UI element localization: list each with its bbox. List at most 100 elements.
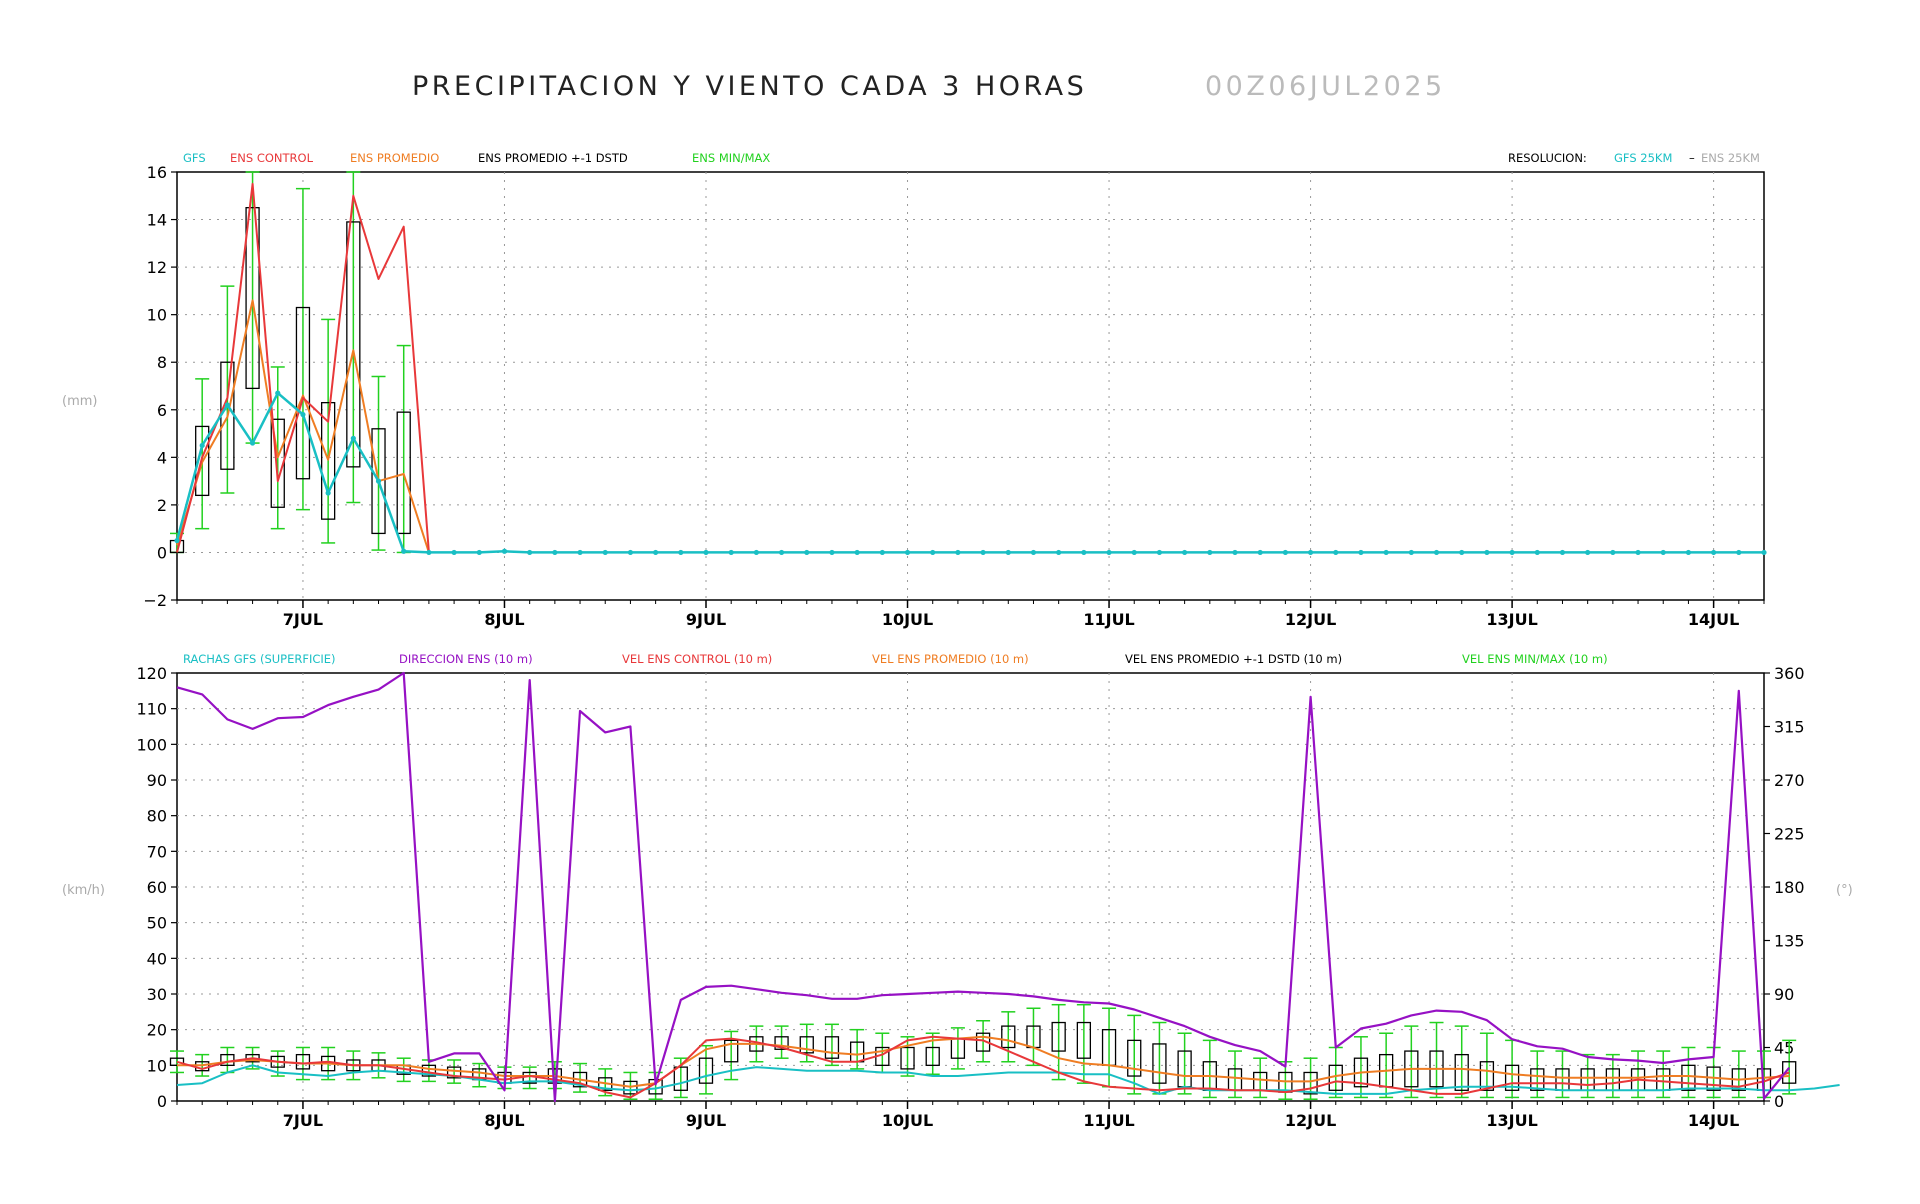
gfs-line-point bbox=[300, 411, 306, 418]
gfs-line-point bbox=[1030, 549, 1037, 556]
wind-std-box bbox=[1127, 1039, 1142, 1077]
precip-ytick-label: −2 bbox=[143, 591, 167, 610]
gfs-line-point bbox=[552, 549, 558, 556]
precip-box-6 bbox=[320, 318, 336, 544]
legend-ens-promedio: ENS PROMEDIO bbox=[350, 151, 439, 165]
direction-ytick-label: 90 bbox=[1774, 985, 1794, 1004]
wind-std-box bbox=[446, 1066, 462, 1079]
wind-xtick-label: 12JUL bbox=[1285, 1111, 1336, 1130]
precip-ytick-label: 16 bbox=[147, 163, 167, 182]
wind-std-box bbox=[774, 1036, 789, 1050]
gfs-line-point bbox=[1232, 549, 1238, 556]
legend-resolution-sep: – bbox=[1689, 151, 1695, 165]
wind-box-34 bbox=[1026, 1007, 1041, 1067]
gfs-line-point bbox=[1156, 549, 1163, 556]
wind-ytick-label: 10 bbox=[147, 1056, 167, 1075]
wind-ytick-label: 50 bbox=[147, 914, 167, 933]
gfs-line-point bbox=[275, 390, 281, 396]
gfs-line-point bbox=[955, 549, 961, 556]
gfs-line-point bbox=[879, 549, 885, 556]
wind-ytick-label: 60 bbox=[147, 878, 167, 897]
wind-y-axis-label: (km/h) bbox=[62, 883, 105, 898]
gfs-line-point bbox=[829, 549, 835, 556]
precip-ytick-label: 10 bbox=[147, 306, 167, 325]
gfs-line-point bbox=[1333, 549, 1339, 556]
wind-ytick-label: 40 bbox=[147, 949, 167, 968]
wind-box-0 bbox=[169, 1050, 185, 1074]
precip-ytick-label: 0 bbox=[157, 543, 167, 562]
gfs-line-point bbox=[1106, 549, 1112, 556]
wind-box-39 bbox=[1152, 1021, 1167, 1095]
precip-std-box bbox=[295, 306, 311, 480]
gfs-line-point bbox=[451, 549, 457, 556]
wind-std-box bbox=[698, 1057, 714, 1084]
wind-box-10 bbox=[421, 1059, 437, 1083]
wind-std-box bbox=[295, 1053, 311, 1070]
wind-box-33 bbox=[1001, 1011, 1016, 1063]
wind-xtick-label: 13JUL bbox=[1486, 1111, 1537, 1130]
precip-xtick-label: 12JUL bbox=[1285, 610, 1336, 629]
wind-std-box bbox=[1303, 1071, 1318, 1095]
precip-std-box bbox=[195, 425, 210, 497]
gfs-line-point bbox=[1282, 549, 1288, 556]
wind-plot: 0 10 20 30 40 50 60 70 80 90 100 110 120 0 45 90 135 180 2… bbox=[136, 664, 1840, 1130]
gfs-line-point bbox=[804, 549, 810, 556]
gfs-line-point bbox=[1635, 549, 1641, 556]
wind-xtick-label: 9JUL bbox=[686, 1111, 726, 1130]
wind-box-12 bbox=[472, 1062, 487, 1088]
gfs-line-point bbox=[653, 549, 659, 556]
wind-box-47 bbox=[1353, 1036, 1369, 1099]
legend-vel-control: VEL ENS CONTROL (10 m) bbox=[622, 652, 772, 666]
direction-ytick-label: 180 bbox=[1774, 878, 1805, 897]
gfs-line-point bbox=[753, 549, 759, 556]
direccion-line bbox=[176, 671, 1791, 1103]
wind-box-60 bbox=[1681, 1046, 1696, 1099]
direction-ytick-label: 135 bbox=[1774, 932, 1805, 951]
legend-vel-minmax: VEL ENS MIN/MAX (10 m) bbox=[1462, 652, 1608, 666]
precip-std-box bbox=[346, 221, 361, 468]
direction-ytick-label: 315 bbox=[1774, 718, 1805, 737]
gfs-line-point bbox=[627, 549, 634, 556]
precip-xtick-label: 7JUL bbox=[283, 610, 323, 629]
wind-box-36 bbox=[1076, 1003, 1092, 1084]
gfs-line-point bbox=[1005, 549, 1011, 556]
legend-direccion-ens: DIRECCION ENS (10 m) bbox=[399, 652, 533, 666]
gfs-line-point bbox=[778, 549, 785, 556]
wind-ytick-label: 0 bbox=[157, 1092, 167, 1111]
legend-vel-promedio: VEL ENS PROMEDIO (10 m) bbox=[872, 652, 1029, 666]
wind-box-49 bbox=[1404, 1025, 1419, 1099]
chart-title: PRECIPITACION Y VIENTO CADA 3 HORAS bbox=[412, 71, 1087, 102]
gfs-line-point bbox=[1660, 549, 1666, 556]
gfs-line-point bbox=[1182, 549, 1188, 556]
legend-resolution-gfs: GFS 25KM bbox=[1614, 151, 1672, 165]
wind-std-box bbox=[824, 1036, 840, 1059]
direction-ytick-label: 270 bbox=[1774, 771, 1805, 790]
gfs-line-point bbox=[224, 402, 230, 408]
legend-ens-control: ENS CONTROL bbox=[230, 151, 314, 165]
wind-ytick-label: 70 bbox=[147, 842, 167, 861]
precip-xtick-label: 9JUL bbox=[686, 610, 726, 629]
gfs-line-point bbox=[930, 549, 936, 556]
wind-box-14 bbox=[522, 1066, 537, 1090]
direction-ytick-label: 45 bbox=[1774, 1039, 1794, 1058]
gfs-line-point bbox=[1257, 549, 1263, 556]
wind-std-box bbox=[799, 1036, 814, 1054]
gfs-line-point bbox=[350, 435, 356, 441]
wind-xtick-label: 14JUL bbox=[1688, 1111, 1739, 1130]
wind-box-26 bbox=[824, 1023, 840, 1067]
wind-box-2 bbox=[220, 1046, 235, 1074]
wind-std-box bbox=[1076, 1021, 1092, 1059]
gfs-line-point bbox=[501, 548, 508, 554]
gfs-line-point bbox=[426, 549, 432, 556]
vel-promedio-line bbox=[177, 1035, 1790, 1088]
legend-ens-minmax: ENS MIN/MAX bbox=[692, 151, 770, 165]
precip-std-box bbox=[245, 207, 260, 390]
gfs-line-point bbox=[1484, 549, 1490, 556]
gfs-line-point bbox=[1408, 549, 1414, 556]
precip-ytick-label: 12 bbox=[147, 258, 167, 277]
wind-std-box bbox=[724, 1039, 739, 1063]
gfs-line bbox=[175, 391, 1764, 554]
gfs-line-point bbox=[1761, 549, 1767, 556]
wind-ytick-label: 80 bbox=[147, 807, 167, 826]
